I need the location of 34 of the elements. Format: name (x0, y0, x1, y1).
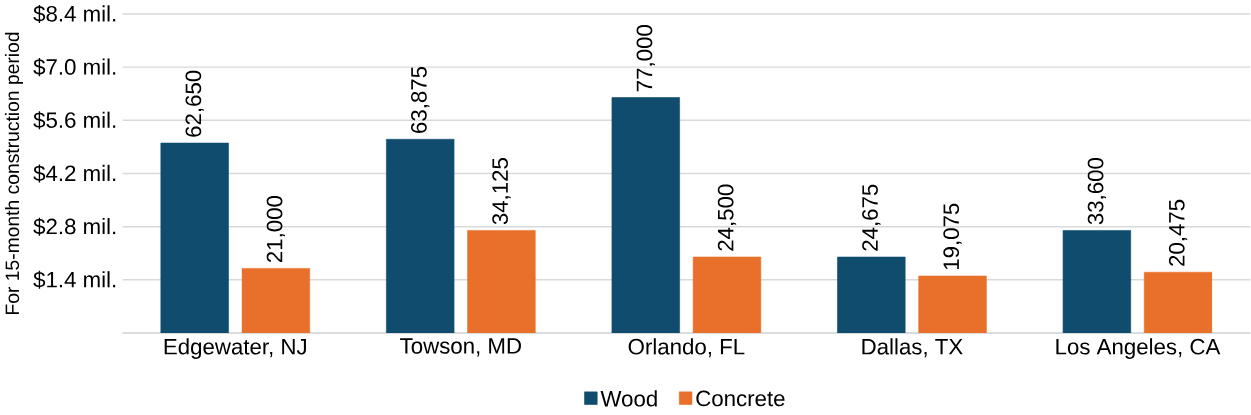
x-tick-label: Orlando, FL (628, 338, 745, 358)
bar (837, 256, 906, 334)
x-tick-label: Los Angeles, CA (1056, 338, 1221, 360)
bar (241, 268, 310, 334)
bar (1062, 230, 1132, 334)
annotation: 63,875 (411, 67, 430, 134)
x-tick-label: Edgewater, NJ (164, 338, 306, 360)
annotation: 20,475 (1168, 200, 1188, 267)
y-tick-label: $5.6 mil. (33, 111, 116, 130)
annotation: 33,600 (1087, 158, 1107, 225)
bar (1143, 272, 1213, 334)
bar (386, 139, 455, 334)
y-tick-label: $4.2 mil. (33, 164, 116, 183)
y-tick-label: $1.4 mil. (33, 271, 116, 290)
annotation: 62,650 (185, 70, 204, 137)
legend-label: Wood (600, 390, 657, 407)
x-tick-label: Towson, MD (400, 338, 521, 357)
bar (467, 230, 536, 334)
annotation: 19,075 (943, 203, 962, 270)
annotation: 34,125 (492, 158, 511, 225)
y-tick-label: $2.8 mil. (33, 217, 116, 236)
bar (160, 143, 229, 334)
bar (611, 97, 680, 334)
legend-label: Concrete (696, 390, 785, 407)
y-tick-label: $7.0 mil. (33, 58, 116, 77)
annotation: 24,500 (717, 184, 737, 251)
x-tick-label: Dallas, TX (862, 338, 963, 358)
bar (918, 275, 987, 334)
annotation: 21,000 (266, 196, 286, 263)
bar (692, 256, 762, 334)
y-tick-label: $8.4 mil. (33, 5, 116, 24)
annotation: 24,675 (862, 184, 881, 251)
annotation: 77,000 (636, 25, 655, 92)
y-axis-title: For 15-month construction period (4, 32, 23, 315)
